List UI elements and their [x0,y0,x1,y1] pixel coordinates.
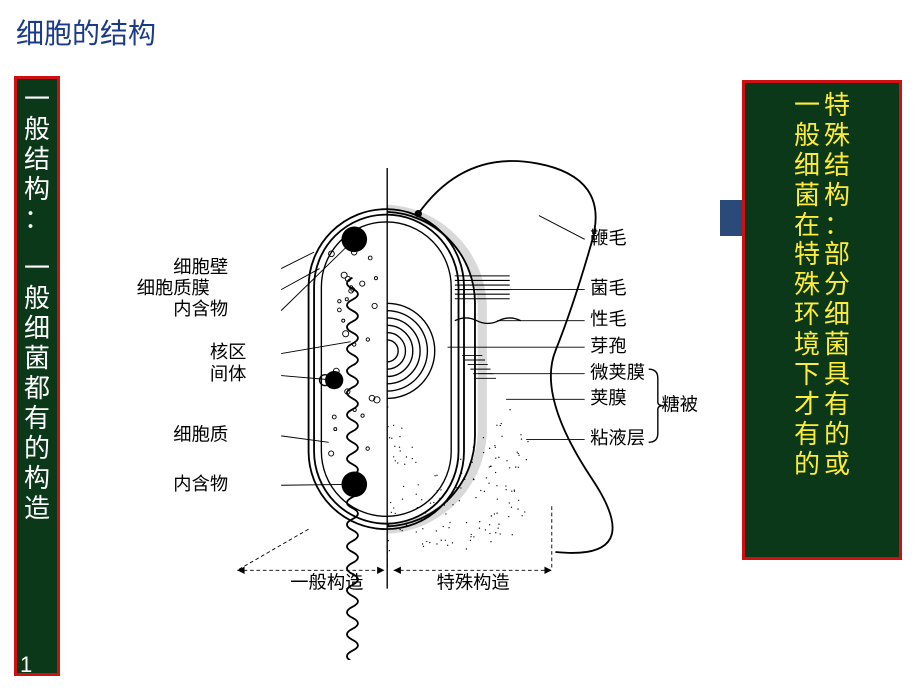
svg-text:内含物: 内含物 [173,299,228,319]
left-panel-line1: 一般结构： [24,85,50,234]
svg-text:荚膜: 荚膜 [590,388,627,408]
svg-text:细胞质膜: 细胞质膜 [137,278,210,298]
left-info-panel: 一般结构： 一般细菌都有的构造 [14,76,60,676]
left-panel-line2: 一般细菌都有的构造 [24,254,50,523]
cell-diagram: 细胞壁细胞质膜内含物核区间体细胞质内含物鞭毛菌毛性毛芽孢微荚膜荚膜粘液层糖被一般… [80,60,720,660]
svg-text:间体: 间体 [210,364,247,384]
slide-title: 细胞的结构 [16,12,156,52]
svg-text:性毛: 性毛 [590,309,627,329]
svg-text:菌毛: 菌毛 [590,278,627,298]
svg-text:内含物: 内含物 [173,474,228,494]
svg-text:粘液层: 粘液层 [590,428,645,448]
svg-text:一般构造: 一般构造 [290,573,363,593]
svg-text:芽孢: 芽孢 [590,336,627,356]
right-panel-col1: 特殊结构：部分细菌具有的或 [824,91,850,480]
right-info-panel: 特殊结构：部分细菌具有的或 一般细菌在特殊环境下才有的 [742,80,902,560]
svg-text:微荚膜: 微荚膜 [590,362,645,382]
right-panel-col2: 一般细菌在特殊环境下才有的 [794,91,820,480]
page-number: 1 [20,652,32,678]
svg-text:鞭毛: 鞭毛 [590,228,627,248]
svg-text:核区: 核区 [210,342,247,362]
svg-text:细胞壁: 细胞壁 [173,257,228,277]
svg-text:糖被: 糖被 [661,394,698,414]
svg-text:细胞质: 细胞质 [173,424,228,444]
svg-text:特殊构造: 特殊构造 [437,573,510,593]
